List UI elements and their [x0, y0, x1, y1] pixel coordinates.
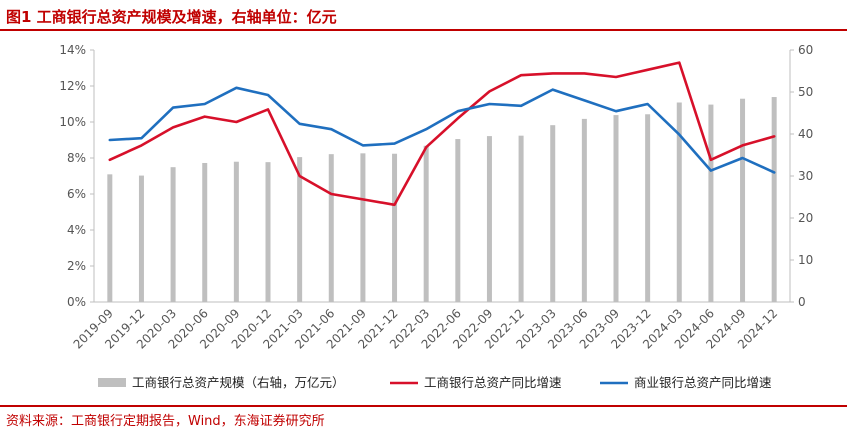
- asset-scale-bar: [360, 153, 366, 302]
- asset-scale-bar: [297, 157, 303, 302]
- icbc-growth-line: [108, 61, 776, 207]
- asset-scale-bar: [518, 135, 524, 302]
- asset-scale-bar: [328, 154, 334, 302]
- left-tick-label: 10%: [59, 115, 86, 129]
- asset-scale-bar: [486, 136, 492, 302]
- asset-scale-bar: [645, 114, 651, 302]
- left-tick-label: 8%: [67, 151, 86, 165]
- asset-scale-bar: [202, 162, 208, 302]
- left-tick-label: 14%: [59, 43, 86, 57]
- asset-scale-bar: [265, 162, 271, 302]
- legend-sector-label: 商业银行总资产同比增速: [634, 375, 772, 390]
- right-tick-label: 10: [798, 253, 813, 267]
- figure-header: 图1 工商银行总资产规模及增速，右轴单位：亿元: [0, 0, 847, 34]
- asset-scale-bar: [392, 153, 398, 302]
- asset-scale-bar: [107, 174, 113, 302]
- right-tick-label: 0: [798, 295, 806, 309]
- asset-scale-bar: [233, 161, 239, 302]
- left-tick-label: 4%: [67, 223, 86, 237]
- legend-bar-swatch: [98, 378, 126, 387]
- asset-scale-bar: [138, 175, 144, 302]
- left-tick-label: 0%: [67, 295, 86, 309]
- combo-chart: 0%2%4%6%8%10%12%14%01020304050602019-092…: [59, 43, 813, 390]
- legend-bar-label: 工商银行总资产规模（右轴，万亿元）: [132, 375, 345, 390]
- asset-scale-bar: [550, 125, 556, 303]
- right-tick-label: 30: [798, 169, 813, 183]
- sector-growth-line: [108, 86, 776, 174]
- legend-icbc-label: 工商银行总资产同比增速: [424, 375, 562, 390]
- source-note: 资料来源：工商银行定期报告，Wind，东海证券研究所: [6, 414, 325, 429]
- right-tick-label: 50: [798, 85, 813, 99]
- figure-title: 图1 工商银行总资产规模及增速，右轴单位：亿元: [6, 8, 337, 26]
- asset-scale-bar: [581, 118, 587, 302]
- asset-scale-bar: [771, 97, 777, 302]
- asset-scale-bar: [676, 102, 682, 302]
- left-tick-label: 2%: [67, 259, 86, 273]
- title-divider: [0, 29, 847, 31]
- asset-scale-bar: [708, 104, 714, 302]
- asset-scale-bar: [613, 115, 619, 302]
- right-tick-label: 40: [798, 127, 813, 141]
- asset-scale-bar: [170, 167, 176, 302]
- left-tick-label: 6%: [67, 187, 86, 201]
- source-divider: [0, 405, 847, 407]
- asset-scale-bar: [455, 139, 461, 302]
- right-tick-label: 20: [798, 211, 813, 225]
- right-tick-label: 60: [798, 43, 813, 57]
- asset-scale-bar: [740, 98, 746, 302]
- asset-scale-bar: [423, 145, 429, 302]
- left-tick-label: 12%: [59, 79, 86, 93]
